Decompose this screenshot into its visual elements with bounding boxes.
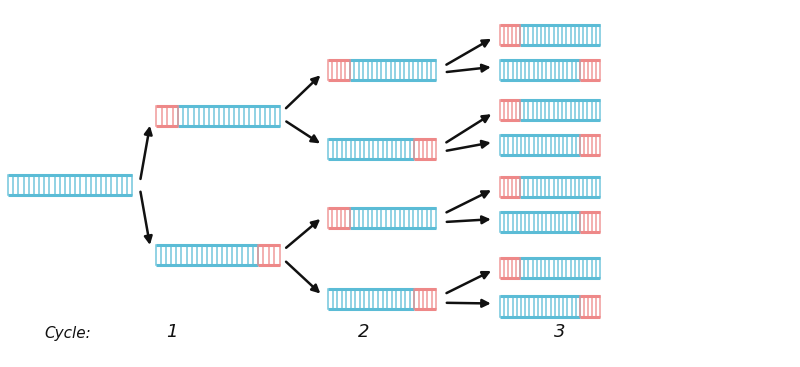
- Text: 3: 3: [554, 323, 566, 341]
- Text: 2: 2: [358, 323, 370, 341]
- Text: Cycle:: Cycle:: [44, 326, 90, 341]
- Text: 1: 1: [166, 323, 178, 341]
